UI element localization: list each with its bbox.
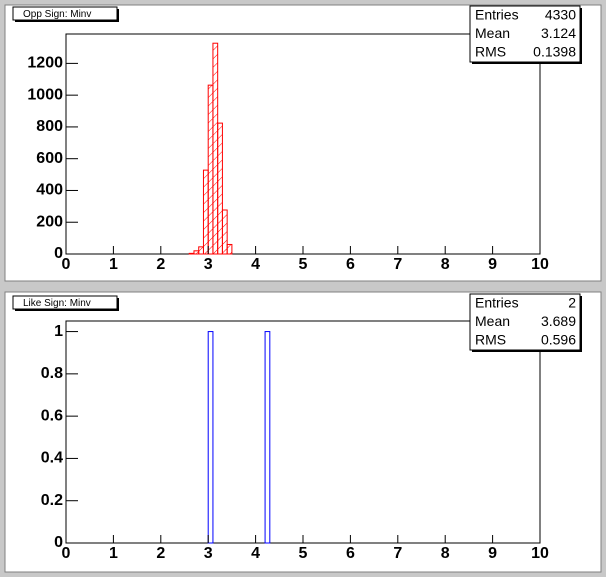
bar [202,169,209,255]
x-tick-label: 5 [299,256,308,273]
bar [264,331,271,544]
y-tick-label: 200 [36,213,63,230]
y-tick-label: 1200 [27,55,63,72]
y-tick-label: 0.8 [41,365,63,382]
y-tick-label: 0 [54,534,63,551]
x-tick-label: 6 [346,256,355,273]
title-box [12,295,118,310]
x-tick-label: 4 [251,545,260,562]
title-box [12,6,118,21]
y-tick-label: 0.6 [41,407,63,424]
y-tick-label: 1000 [27,86,63,103]
bar [188,252,195,255]
x-tick-label: 9 [488,545,497,562]
x-tick-label: 0 [62,256,71,273]
stats-label: Entries [475,7,519,23]
x-tick-label: 2 [156,545,165,562]
x-tick-label: 2 [156,256,165,273]
bar [198,246,204,255]
stats-label: RMS [475,332,506,348]
stats-label: RMS [475,44,506,60]
x-tick-label: 3 [204,545,213,562]
stats-value: 0.596 [541,332,576,348]
stats-box [469,293,581,351]
x-tick-label: 7 [393,256,402,273]
x-tick-label: 10 [531,545,549,562]
bar [217,122,223,255]
stats-value: 3.124 [541,25,576,41]
x-tick-label: 1 [109,256,118,273]
y-tick-label: 0 [54,245,63,262]
x-tick-label: 6 [346,545,355,562]
x-tick-label: 0 [62,545,71,562]
stats-value: 3.689 [541,313,576,329]
bar [207,84,214,255]
stats-value: 2 [568,295,576,311]
x-tick-label: 4 [251,256,260,273]
x-tick-label: 9 [488,256,497,273]
y-tick-label: 400 [36,182,63,199]
y-tick-label: 800 [36,118,63,135]
y-tick-label: 0.4 [41,450,63,467]
bar [226,243,233,255]
x-tick-label: 8 [441,545,450,562]
x-tick-label: 8 [441,256,450,273]
chart-title: Opp Sign: Minv [23,9,91,20]
x-tick-label: 3 [204,256,213,273]
chart-title: Like Sign: Minv [23,298,91,309]
stats-label: Mean [475,25,510,41]
stats-label: Entries [475,295,519,311]
bar [207,331,214,544]
x-tick-label: 1 [109,545,118,562]
bar [193,250,200,255]
frame [65,320,541,544]
y-tick-label: 600 [36,150,63,167]
stats-box [469,5,581,63]
bar [221,209,228,255]
frame [65,33,541,255]
stats-value: 4330 [545,7,576,23]
x-tick-label: 7 [393,545,402,562]
x-tick-label: 5 [299,545,308,562]
y-tick-label: 0.2 [41,492,63,509]
y-tick-label: 1 [54,323,63,340]
bar [212,42,219,255]
stats-label: Mean [475,313,510,329]
x-tick-label: 10 [531,256,549,273]
stats-value: 0.1398 [533,44,576,60]
